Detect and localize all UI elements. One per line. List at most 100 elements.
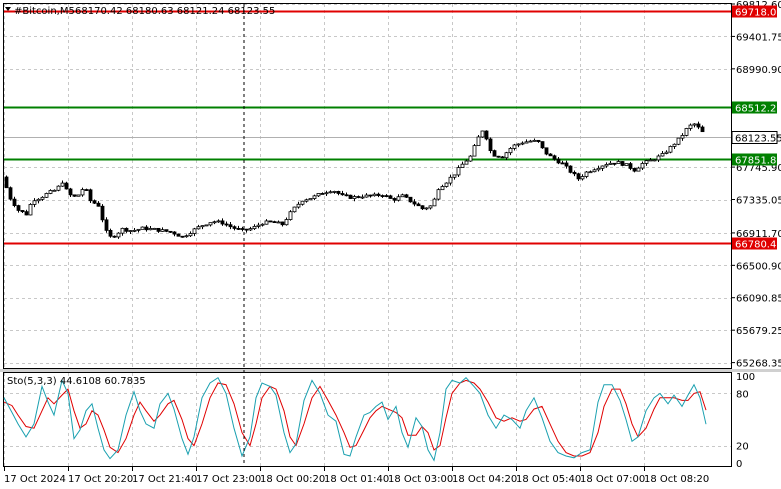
candle-body [388, 195, 393, 199]
candle-body [360, 196, 365, 199]
candle-body [372, 193, 377, 197]
candle-body [240, 228, 245, 230]
candle-body [320, 193, 325, 195]
candle-body [488, 138, 493, 152]
candle-body [148, 228, 153, 231]
time-tick-label: 17 Oct 20:20 [68, 474, 133, 485]
candle-body [124, 227, 129, 232]
candle-body [52, 189, 57, 192]
candle-body [244, 228, 249, 231]
candle-body [672, 143, 677, 147]
indicator-tick-label: 20 [736, 442, 749, 453]
candle-body [208, 222, 213, 226]
candle-body [308, 198, 313, 201]
candle-body [232, 226, 237, 229]
candle-body [480, 130, 485, 138]
candle-body [484, 130, 489, 140]
candle-body [248, 228, 253, 231]
level-tag [732, 5, 777, 18]
candle-body [24, 211, 29, 216]
indicator-label: Sto(5,3,3) 44.6108 60.7835 [7, 376, 146, 387]
candle-body [136, 228, 141, 231]
candle-body [72, 194, 77, 197]
candle-body [508, 148, 513, 154]
price-grid [4, 4, 731, 368]
candle-body [552, 155, 557, 160]
level-tag-label: 68512.23 [735, 104, 781, 115]
candle-body [492, 150, 497, 157]
candle-body [260, 223, 265, 226]
candle-body [328, 191, 333, 194]
candle-body [696, 123, 701, 128]
candle-body [496, 155, 501, 158]
time-tick-label: 18 Oct 07:00 [580, 474, 645, 485]
candle-body [364, 194, 369, 198]
candle-body [168, 230, 173, 233]
candle-body [104, 219, 109, 231]
candle-body [536, 139, 541, 142]
candle-body [92, 200, 97, 204]
candle-body [612, 162, 617, 165]
price-tick-label: 69401.75 [736, 32, 781, 43]
candle-body [532, 139, 537, 142]
candle-body [284, 219, 289, 226]
current-price-tag [731, 131, 778, 144]
candle-body [420, 205, 425, 210]
indicator-tick-label: 0 [736, 459, 742, 470]
candle-body [460, 163, 465, 168]
candle-body [576, 173, 581, 180]
candle-body [544, 147, 549, 155]
candle-body [700, 126, 705, 133]
candle-body [572, 171, 577, 175]
level-tag [732, 101, 777, 114]
current-price-label: 68123.55 [735, 134, 781, 145]
candle-body [368, 194, 373, 197]
indicator-axis: 100 80 20 0 [736, 372, 755, 470]
candle-body [344, 194, 349, 197]
candle-body [324, 192, 329, 195]
candle-body [76, 194, 81, 197]
candle-body [132, 229, 137, 232]
candle-body [448, 176, 453, 184]
candle-body [400, 194, 405, 198]
candle-body [520, 142, 525, 145]
candle-body [48, 190, 53, 194]
candle-body [396, 196, 401, 201]
candle-body [656, 155, 661, 161]
candle-body [428, 205, 433, 209]
indicator-tick-label: 100 [736, 372, 755, 383]
candle-body [68, 188, 73, 196]
candle-body [224, 223, 229, 226]
candle-body [440, 186, 445, 191]
candle-body [28, 204, 33, 216]
time-tick-label: 18 Oct 04:20 [452, 474, 517, 485]
chart-header-ohlc: 68170.42 68180.63 68121.24 68123.55 [75, 6, 275, 17]
stochastic-main-line [3, 376, 707, 462]
candle-body [164, 229, 169, 232]
indicator-pane[interactable]: Sto(5,3,3) 44.6108 60.7835 [3, 372, 732, 467]
candle-body [416, 203, 421, 207]
symbol-dropdown-icon[interactable] [5, 7, 11, 11]
price-pane[interactable]: #Bitcoin,M5 68170.42 68180.63 68121.24 6… [3, 3, 732, 369]
candle-body [392, 198, 397, 201]
candle-body [152, 227, 157, 230]
candle-body [356, 196, 361, 198]
candle-body [340, 193, 345, 196]
candles [4, 121, 705, 239]
candle-body [472, 145, 477, 157]
time-tick-label: 17 Oct 2024 [4, 474, 66, 485]
candle-body [172, 231, 177, 235]
candle-body [332, 191, 337, 193]
pane-separator [0, 369, 781, 372]
candle-body [524, 141, 529, 144]
candle-body [652, 159, 657, 162]
candle-body [456, 167, 461, 176]
level-lines [4, 10, 731, 245]
candle-body [348, 194, 353, 199]
candle-body [280, 221, 285, 226]
candle-body [276, 221, 281, 224]
candle-body [8, 187, 13, 200]
candle-body [220, 220, 225, 225]
